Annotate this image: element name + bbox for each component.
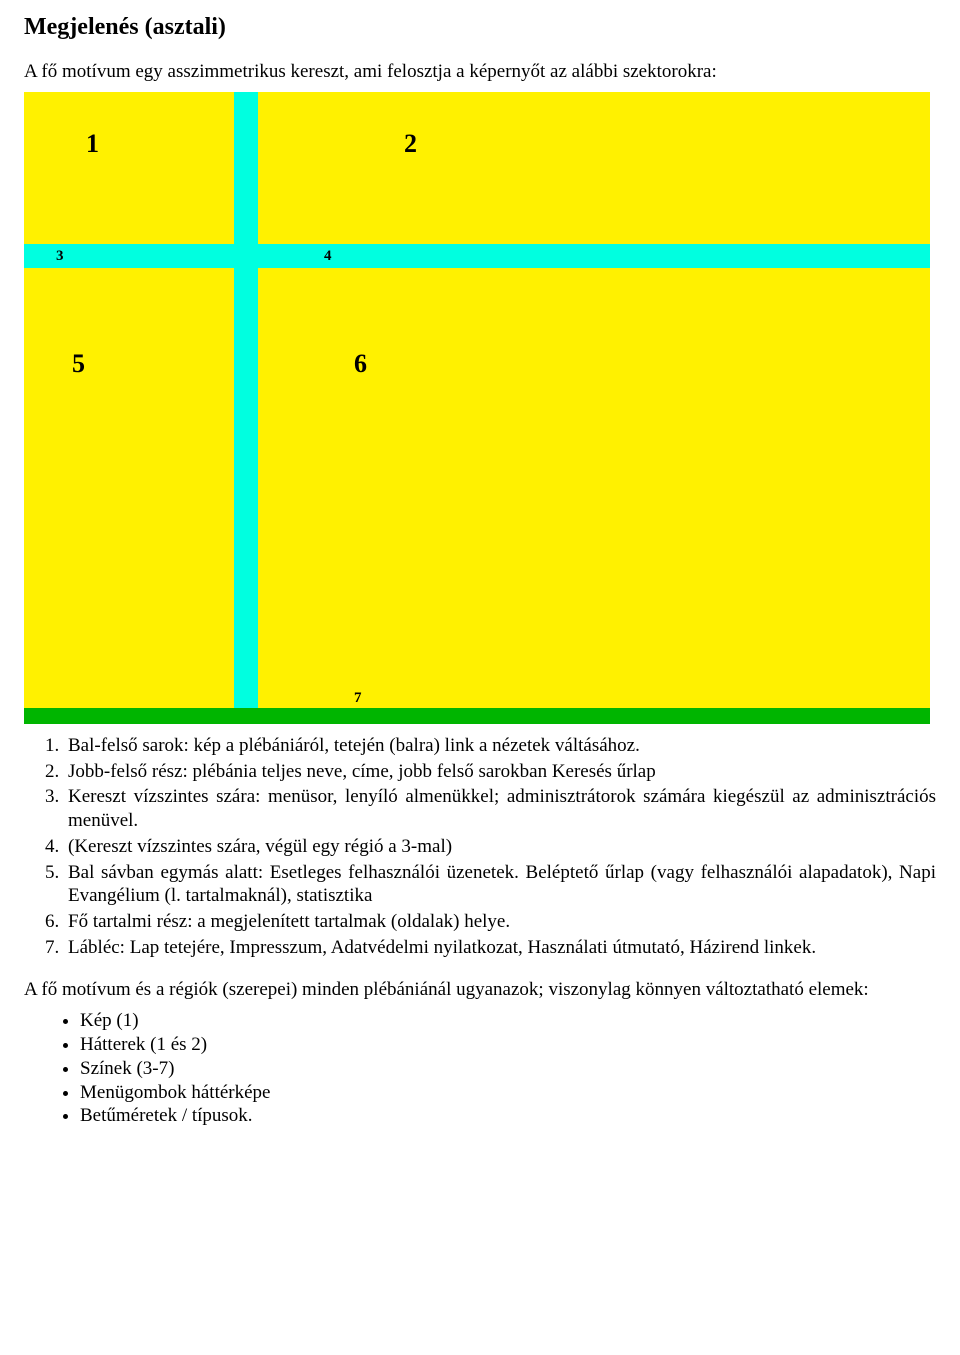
footer-bar bbox=[24, 708, 930, 724]
sector-item-3: Kereszt vízszintes szára: menüsor, lenyí… bbox=[64, 785, 936, 833]
sector-6-lower bbox=[258, 420, 930, 708]
sector-5-lower bbox=[24, 420, 234, 708]
sector-5-upper bbox=[24, 268, 234, 420]
diagram-label-7: 7 bbox=[354, 690, 362, 706]
intro-paragraph: A fő motívum egy asszimmetrikus kereszt,… bbox=[24, 60, 936, 84]
sector-item-6: Fő tartalmi rész: a megjelenített tartal… bbox=[64, 910, 936, 934]
diagram-label-1: 1 bbox=[86, 129, 99, 158]
sector-6-upper bbox=[258, 268, 930, 420]
diagram-label-2: 2 bbox=[404, 129, 417, 158]
cross-vertical-top bbox=[234, 92, 258, 244]
cross-horizontal-right bbox=[258, 244, 930, 268]
sector-item-7: Lábléc: Lap tetejére, Impresszum, Adatvé… bbox=[64, 936, 936, 960]
bullet-item-5: Betűméretek / típusok. bbox=[80, 1104, 936, 1128]
cross-vertical-mid bbox=[234, 268, 258, 420]
outro-paragraph: A fő motívum és a régiók (szerepei) mind… bbox=[24, 978, 936, 1002]
cross-vertical-lower bbox=[234, 420, 258, 708]
sector-1 bbox=[24, 92, 234, 244]
diagram-label-6: 6 bbox=[354, 349, 367, 378]
page-title: Megjelenés (asztali) bbox=[24, 12, 936, 42]
bullet-item-3: Színek (3-7) bbox=[80, 1057, 936, 1081]
sector-item-5: Bal sávban egymás alatt: Esetleges felha… bbox=[64, 861, 936, 909]
sector-item-4: (Kereszt vízszintes szára, végül egy rég… bbox=[64, 835, 936, 859]
bullet-item-1: Kép (1) bbox=[80, 1009, 936, 1033]
sector-diagram-container: 1 2 3 4 5 6 7 bbox=[24, 92, 936, 724]
sector-2 bbox=[258, 92, 930, 244]
diagram-label-3: 3 bbox=[56, 248, 64, 264]
sector-item-1: Bal-felső sarok: kép a plébániáról, tete… bbox=[64, 734, 936, 758]
sector-ordered-list: Bal-felső sarok: kép a plébániáról, tete… bbox=[64, 734, 936, 960]
diagram-label-5: 5 bbox=[72, 349, 85, 378]
sector-item-2: Jobb-felső rész: plébánia teljes neve, c… bbox=[64, 760, 936, 784]
bullet-item-2: Hátterek (1 és 2) bbox=[80, 1033, 936, 1057]
bullet-item-4: Menügombok háttérképe bbox=[80, 1081, 936, 1105]
changeable-elements-list: Kép (1)Hátterek (1 és 2)Színek (3-7)Menü… bbox=[80, 1009, 936, 1128]
cross-center bbox=[234, 244, 258, 268]
diagram-label-4: 4 bbox=[324, 248, 332, 264]
sector-diagram: 1 2 3 4 5 6 7 bbox=[24, 92, 930, 724]
